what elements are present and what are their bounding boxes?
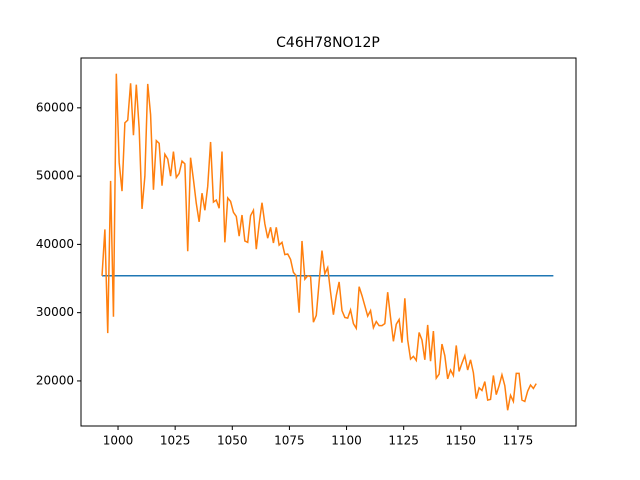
x-tick-label: 1050: [217, 434, 248, 448]
x-tick-label: 1175: [503, 434, 534, 448]
x-tick-label: 1100: [331, 434, 362, 448]
y-tick-label: 60000: [36, 100, 74, 114]
x-tick-label: 1125: [388, 434, 419, 448]
y-tick-label: 30000: [36, 305, 74, 319]
chart-title: C46H78NO12P: [276, 35, 380, 51]
x-tick-label: 1075: [274, 434, 305, 448]
x-tick-label: 1150: [446, 434, 477, 448]
x-tick-label: 1025: [160, 434, 191, 448]
y-tick-label: 50000: [36, 169, 74, 183]
data-line: [101, 73, 537, 411]
y-tick-label: 40000: [36, 237, 74, 251]
plot-frame: [80, 57, 577, 427]
x-tick-label: 1000: [103, 434, 134, 448]
y-tick-label: 20000: [36, 373, 74, 387]
